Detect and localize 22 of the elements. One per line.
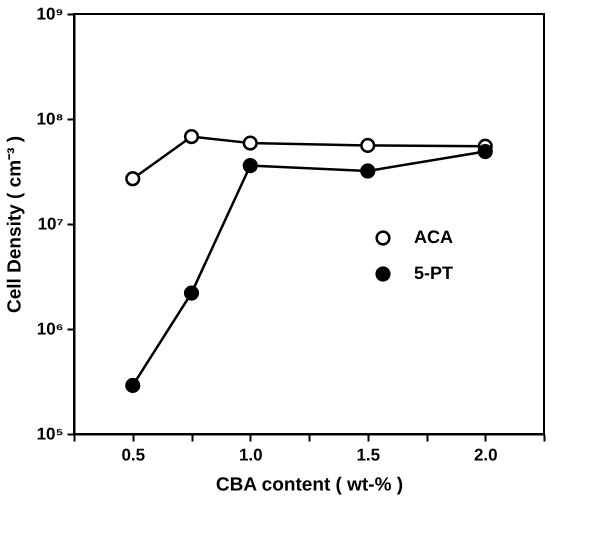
x-tick-label: 2.0	[474, 446, 498, 464]
y-tick-label: 10⁷	[38, 214, 64, 234]
point	[184, 129, 200, 144]
x-tick-label: 0.5	[121, 446, 146, 464]
y-tick-label: 10⁶	[36, 320, 64, 338]
x-tick-label: 1.0	[238, 446, 263, 464]
y-axis-title: Cell Density ( cm⁻³ )	[4, 136, 26, 314]
y-tick-label: 10⁸	[36, 110, 64, 128]
legend-label: ACA	[414, 227, 453, 247]
y-tick-label: 10⁵	[36, 424, 64, 444]
point	[125, 378, 140, 394]
x-tick-label: 1.5	[356, 446, 380, 464]
point	[184, 285, 200, 301]
y-tick-label: 10⁹	[36, 4, 64, 24]
point	[360, 163, 376, 179]
point	[125, 171, 140, 186]
point	[360, 138, 376, 154]
legend-label: 5-PT	[414, 263, 454, 283]
x-axis-title: CBA content ( wt-% )	[216, 474, 404, 496]
point	[242, 158, 258, 174]
point	[478, 144, 493, 160]
point	[242, 136, 258, 151]
